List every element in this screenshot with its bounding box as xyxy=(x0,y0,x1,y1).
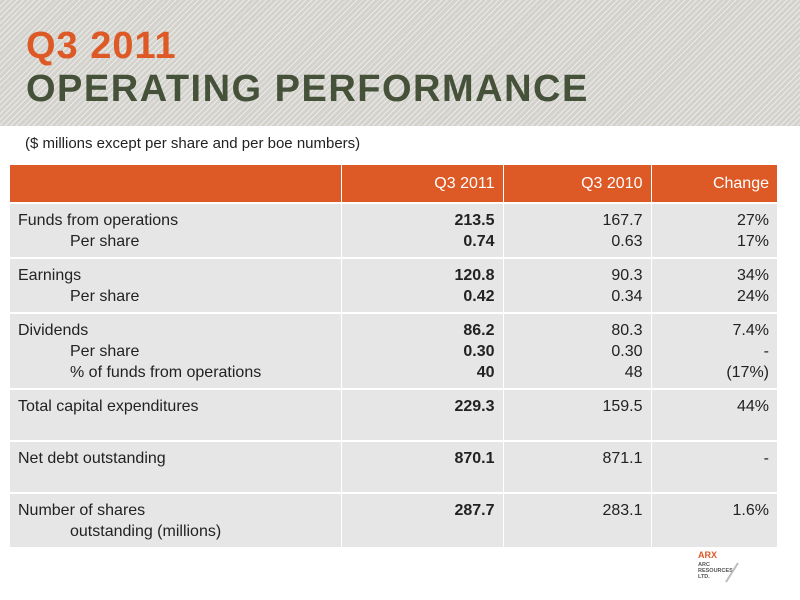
arc-resources-logo: ARX ARC RESOURCES LTD. xyxy=(698,551,744,583)
title-line-1: Q3 2011 xyxy=(26,25,177,67)
q3-2011-value: 213.5 0.74 xyxy=(341,202,504,258)
operating-performance-table: Q3 2011 Q3 2010 Change Funds from operat… xyxy=(10,165,777,547)
change-value: 27% 17% xyxy=(651,202,777,258)
units-note: ($ millions except per share and per boe… xyxy=(25,135,361,152)
q3-2010-value: 167.7 0.63 xyxy=(503,202,652,258)
row-label: Net debt outstanding xyxy=(10,440,342,493)
change-value: 7.4% - (17%) xyxy=(651,312,777,389)
q3-2010-value: 80.3 0.30 48 xyxy=(503,312,652,389)
row-label: Total capital expenditures xyxy=(10,388,342,441)
row-label: Number of shares outstanding (millions) xyxy=(10,492,342,547)
table-row: Funds from operations Per share 213.5 0.… xyxy=(10,202,777,258)
logo-line: ARC xyxy=(698,562,710,568)
logo-line: LTD. xyxy=(698,574,710,580)
column-header-q3-2010: Q3 2010 xyxy=(503,165,652,203)
logo-slash-icon xyxy=(725,562,739,583)
q3-2011-value: 86.2 0.30 40 xyxy=(341,312,504,389)
table-row: Earnings Per share 120.8 0.42 90.3 0.34 … xyxy=(10,257,777,313)
q3-2010-value: 159.5 xyxy=(503,388,652,441)
title-banner: Q3 2011 OPERATING PERFORMANCE xyxy=(0,0,800,126)
table-header-row: Q3 2011 Q3 2010 Change xyxy=(10,165,777,203)
q3-2010-value: 283.1 xyxy=(503,492,652,547)
table-row: Net debt outstanding 870.1 871.1 - xyxy=(10,440,777,493)
change-value: 34% 24% xyxy=(651,257,777,313)
q3-2010-value: 871.1 xyxy=(503,440,652,493)
logo-wordmark: ARX xyxy=(698,550,718,560)
q3-2011-value: 287.7 xyxy=(341,492,504,547)
q3-2011-value: 870.1 xyxy=(341,440,504,493)
table-row: Dividends Per share % of funds from oper… xyxy=(10,312,777,389)
column-header-change: Change xyxy=(651,165,777,203)
row-label: Dividends Per share % of funds from oper… xyxy=(10,312,342,389)
table-row: Total capital expenditures 229.3 159.5 4… xyxy=(10,388,777,441)
change-value: 44% xyxy=(651,388,777,441)
q3-2011-value: 120.8 0.42 xyxy=(341,257,504,313)
row-label: Earnings Per share xyxy=(10,257,342,313)
logo-line: RESOURCES xyxy=(698,568,733,574)
table-row: Number of shares outstanding (millions) … xyxy=(10,492,777,547)
row-label: Funds from operations Per share xyxy=(10,202,342,258)
title-line-2: OPERATING PERFORMANCE xyxy=(26,68,589,110)
column-header-q3-2011: Q3 2011 xyxy=(341,165,504,203)
q3-2011-value: 229.3 xyxy=(341,388,504,441)
q3-2010-value: 90.3 0.34 xyxy=(503,257,652,313)
column-header-label xyxy=(10,165,342,203)
change-value: - xyxy=(651,440,777,493)
change-value: 1.6% xyxy=(651,492,777,547)
